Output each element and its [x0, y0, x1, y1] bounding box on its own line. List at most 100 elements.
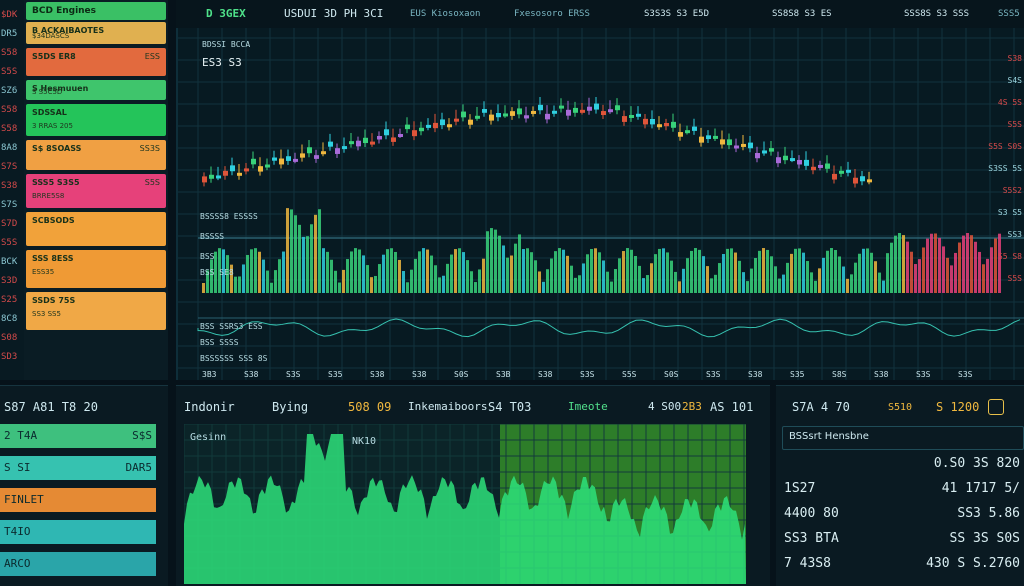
volume-bar — [278, 259, 281, 293]
watchlist-row-value: ESS — [144, 52, 160, 61]
alert-icon[interactable] — [988, 399, 1004, 415]
volume-bar — [658, 248, 661, 293]
candle — [594, 103, 599, 110]
rail-label: S25 — [1, 295, 18, 305]
quote-row[interactable]: SS3 BTA SS 3S S0S — [782, 531, 1022, 549]
watchlist-row[interactable]: S$ 8SOASS SS3S — [26, 140, 166, 170]
price-chart[interactable] — [178, 28, 1024, 380]
candle — [209, 174, 214, 179]
candle — [517, 108, 522, 115]
volume-bar — [370, 277, 373, 293]
volume-bar — [838, 256, 841, 293]
volume-bar — [670, 260, 673, 293]
candle — [447, 124, 452, 128]
volume-bar — [354, 248, 357, 293]
candle — [482, 109, 487, 113]
toolbar-item-4[interactable]: SS8S8 S3 ES — [772, 9, 832, 19]
volume-bar — [438, 277, 441, 293]
toolbar-item-2[interactable]: Fxesosoro ERSS — [514, 9, 590, 19]
app-logo[interactable]: D 3GEX — [206, 7, 246, 20]
price-axis-label: S5S2 — [1002, 186, 1022, 195]
volume-bar — [702, 256, 705, 293]
volume-bar — [522, 249, 525, 293]
volume-bar — [446, 263, 449, 293]
candle — [818, 164, 823, 168]
bottom-right-title-box: BSSsrt Hensbne — [782, 426, 1024, 450]
toolbar-item-3[interactable]: S3S3S S3 E5D — [644, 9, 710, 19]
bottom-right-header: S7A 4 70 — [792, 400, 850, 414]
stat-value-5: AS 101 — [710, 400, 754, 414]
time-axis-label: S0S — [454, 370, 469, 379]
volume-bar — [942, 246, 945, 293]
volume-bar — [962, 235, 965, 293]
watchlist-row[interactable]: B ACKAIBAOTES $34DASCS — [26, 22, 166, 44]
summary-row[interactable]: FINLET — [0, 488, 156, 512]
volume-bar — [750, 268, 753, 293]
quote-row[interactable]: 1S27 41 1717 5/ — [782, 481, 1022, 499]
volume-bar — [794, 248, 797, 293]
toolbar-title[interactable]: USDUI 3D PH 3CI — [284, 7, 384, 20]
volume-bar — [558, 248, 561, 293]
main-chart-panel[interactable]: BDSSI BCCA ES3 S3 BSSSS8 ESSSS BSSSS BSS… — [176, 28, 1024, 380]
watchlist-row[interactable]: SSDS 75S SS3 SS5 — [26, 292, 166, 330]
volume-bar — [826, 250, 829, 293]
quote-row[interactable]: 0.S0 3S 820 — [782, 456, 1022, 474]
volume-bar — [954, 252, 957, 293]
volume-bar — [958, 242, 961, 293]
buying-label: Bying — [272, 400, 309, 414]
summary-row[interactable]: ARCO — [0, 552, 156, 576]
candle — [244, 168, 249, 172]
volume-bar — [418, 251, 421, 293]
watchlist-row[interactable]: SSS5 S3S5 BRRE5S8 S5S — [26, 174, 166, 208]
volume-bar — [358, 249, 361, 293]
watchlist-row[interactable]: SSS 8ESS ESS35 — [26, 250, 166, 288]
candle — [398, 134, 403, 138]
quote-row[interactable]: 4400 80 SS3 5.86 — [782, 506, 1022, 524]
volume-bar — [742, 272, 745, 293]
candle — [216, 175, 221, 179]
summary-row[interactable]: T4IO — [0, 520, 156, 544]
volume-bar — [894, 235, 897, 293]
candle — [790, 158, 795, 162]
volume-bar — [698, 249, 701, 293]
watchlist-panel: BCD Engines B ACKAIBAOTES $34DASCS S5DS ER… — [24, 0, 168, 380]
toolbar-item-1[interactable]: EUS Kiosoxaon — [410, 9, 481, 19]
volume-bar — [906, 241, 909, 293]
toolbar-item-5[interactable]: SSS8S S3 SSS — [904, 9, 970, 19]
watchlist-row[interactable]: SCBSODS — [26, 212, 166, 246]
stat-label-3[interactable]: Imeote — [568, 400, 608, 413]
candle — [573, 107, 578, 113]
buying-value: 508 09 — [348, 400, 392, 414]
quote-row-right: 41 1717 5/ — [941, 481, 1020, 496]
summary-row[interactable]: 2 T4A S$S — [0, 424, 156, 448]
watchlist-row-sub: 3 RRAS 205 — [32, 122, 73, 130]
volume-bar — [610, 281, 613, 293]
watchlist-row-name: S$ 8SOASS — [32, 144, 82, 153]
candle — [349, 141, 354, 145]
watchlist-row[interactable]: SDSSAL 3 RRAS 205 — [26, 104, 166, 136]
watchlist-row[interactable]: S Hesmuuen S S5C5D — [26, 80, 166, 100]
watchlist-row[interactable]: S5DS ER8 ESS — [26, 48, 166, 76]
candle — [531, 110, 536, 114]
volume-bar — [910, 251, 913, 293]
candle — [839, 170, 844, 174]
candle — [545, 113, 550, 120]
volume-bar — [326, 251, 329, 293]
candle — [741, 143, 746, 147]
toolbar-item-6[interactable]: SSS5 — [998, 9, 1020, 19]
watchlist-row-name: S5DS ER8 — [32, 52, 76, 61]
volume-bar — [718, 263, 721, 293]
watchlist-title-bar[interactable]: BCD Engines — [26, 2, 166, 20]
time-axis-label: S38 — [412, 370, 427, 379]
volume-bar — [990, 247, 993, 293]
bottom-area-chart[interactable] — [184, 424, 746, 584]
volume-bar — [918, 259, 921, 293]
candle — [342, 146, 347, 150]
rail-label: S5S — [1, 67, 18, 77]
volume-bar — [574, 277, 577, 293]
summary-row[interactable]: S SI DAR5 — [0, 456, 156, 480]
volume-bar — [770, 256, 773, 293]
quote-row[interactable]: 7 43S8 430 S S.2760 — [782, 556, 1022, 574]
time-axis-label: S38 — [874, 370, 889, 379]
left-rail: $DK DR5 S58 S5S SZ6 S58 S58 8A8 S7S S38 S7S S7D S5S B… — [0, 0, 25, 380]
